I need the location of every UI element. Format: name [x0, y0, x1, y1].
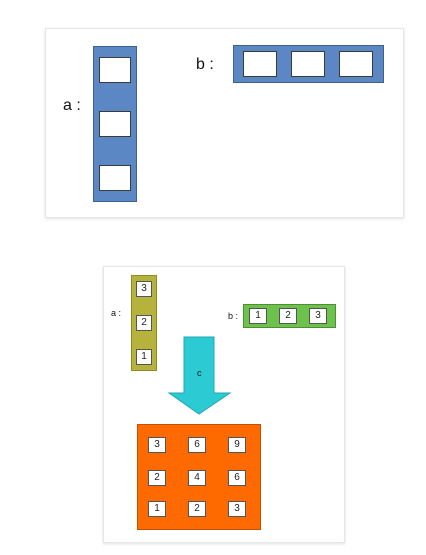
matrix-c-value: 2	[148, 470, 166, 486]
top-vector-a-cell	[99, 111, 131, 137]
bottom-vector-a: 3 2 1	[131, 275, 157, 371]
result-matrix-c: 3 6 9 2 4 6 1 2 3	[137, 424, 261, 530]
matrix-c-value: 2	[188, 501, 206, 517]
top-label-a: a :	[63, 97, 81, 114]
vector-a-value: 2	[136, 315, 152, 331]
bottom-vector-b: 1 2 3	[243, 304, 336, 328]
matrix-c-value: 9	[228, 437, 246, 453]
top-label-b: b :	[196, 56, 214, 73]
top-vector-a-cell	[99, 57, 131, 83]
matrix-c-value: 6	[228, 470, 246, 486]
top-vector-b	[233, 45, 384, 83]
bottom-label-b: b :	[228, 311, 239, 321]
matrix-c-value: 6	[188, 437, 206, 453]
matrix-c-value: 3	[228, 501, 246, 517]
arrow-label: c	[197, 368, 202, 378]
matrix-c-value: 4	[188, 470, 206, 486]
bottom-diagram-panel: a : 3 2 1 b : 1 2 3 c 3 6 9 2 4 6 1 2 3	[103, 266, 345, 543]
vector-a-value: 3	[136, 281, 152, 297]
bottom-label-a: a :	[111, 308, 122, 318]
top-vector-b-cell	[291, 51, 325, 77]
vector-a-value: 1	[136, 349, 152, 365]
matrix-c-value: 3	[148, 437, 166, 453]
top-vector-b-cell	[243, 51, 277, 77]
top-diagram-panel: a : b :	[45, 28, 404, 218]
top-vector-b-cell	[339, 51, 373, 77]
matrix-c-value: 1	[148, 501, 166, 517]
vector-b-value: 1	[249, 308, 267, 324]
vector-b-value: 2	[279, 308, 297, 324]
top-vector-a-cell	[99, 165, 131, 191]
top-vector-a	[93, 46, 137, 202]
down-arrow-icon	[167, 336, 232, 415]
vector-b-value: 3	[309, 308, 327, 324]
